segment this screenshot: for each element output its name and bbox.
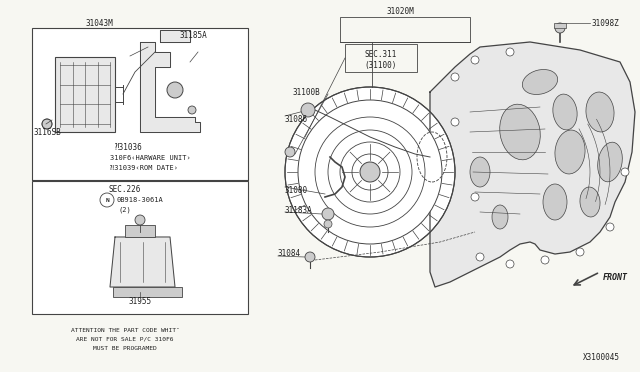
Circle shape (606, 223, 614, 231)
Bar (125, 225, 155, 237)
Ellipse shape (543, 184, 567, 220)
Text: 0B918-3061A: 0B918-3061A (116, 197, 163, 203)
Circle shape (42, 119, 52, 129)
Text: ⁈31036: ⁈31036 (115, 142, 143, 151)
Ellipse shape (580, 187, 600, 217)
Text: X3100045: X3100045 (583, 353, 620, 362)
Text: MUST BE PROGRAMED: MUST BE PROGRAMED (93, 346, 157, 350)
Text: 31080: 31080 (285, 186, 308, 195)
Circle shape (471, 193, 479, 201)
Circle shape (555, 23, 565, 33)
Text: ⁈31039‹ROM DATE›: ⁈31039‹ROM DATE› (110, 165, 178, 171)
Ellipse shape (553, 94, 577, 130)
Text: 31100B: 31100B (293, 87, 321, 96)
Bar (345, 44, 417, 72)
Circle shape (451, 118, 459, 126)
Bar (55, 57, 115, 132)
Polygon shape (430, 42, 635, 287)
Circle shape (471, 56, 479, 64)
Circle shape (305, 252, 315, 262)
Text: SEC.226: SEC.226 (109, 185, 141, 193)
Ellipse shape (470, 157, 490, 187)
Ellipse shape (598, 142, 622, 182)
Text: 31955: 31955 (129, 298, 152, 307)
Ellipse shape (492, 205, 508, 229)
Circle shape (285, 87, 455, 257)
Text: (2): (2) (118, 207, 131, 213)
Circle shape (285, 147, 295, 157)
Ellipse shape (555, 130, 585, 174)
Polygon shape (160, 30, 190, 42)
Circle shape (135, 215, 145, 225)
Text: 31020M: 31020M (386, 6, 414, 16)
Text: 31084: 31084 (278, 250, 301, 259)
Text: 31098Z: 31098Z (592, 19, 620, 28)
Bar (32, 28, 248, 180)
Text: 31086: 31086 (285, 115, 308, 124)
Circle shape (541, 256, 549, 264)
Bar (32, 181, 248, 314)
Ellipse shape (500, 104, 540, 160)
Circle shape (188, 106, 196, 114)
Text: 31183A: 31183A (285, 205, 313, 215)
Text: FRONT: FRONT (603, 273, 628, 282)
Circle shape (451, 73, 459, 81)
Bar (113, 287, 182, 297)
Text: ATTENTION THE PART CODE WHIT″: ATTENTION THE PART CODE WHIT″ (70, 327, 179, 333)
Text: N: N (105, 198, 109, 202)
Text: ARE NOT FOR SALE P/C 310F6: ARE NOT FOR SALE P/C 310F6 (76, 337, 173, 341)
Polygon shape (140, 42, 200, 132)
Text: SEC.311: SEC.311 (365, 49, 397, 58)
Text: 31185A: 31185A (180, 31, 208, 39)
Circle shape (506, 48, 514, 56)
Circle shape (360, 162, 380, 182)
Circle shape (167, 82, 183, 98)
Bar (340, 17, 470, 42)
Circle shape (100, 193, 114, 207)
Text: 31043M: 31043M (85, 19, 113, 28)
Ellipse shape (522, 70, 557, 94)
Circle shape (476, 253, 484, 261)
Bar (554, 23, 566, 28)
Text: 3116SB: 3116SB (33, 128, 61, 137)
Circle shape (324, 220, 332, 228)
Text: (31100): (31100) (365, 61, 397, 70)
Circle shape (506, 260, 514, 268)
Circle shape (576, 248, 584, 256)
Circle shape (301, 103, 315, 117)
Circle shape (298, 100, 442, 244)
Polygon shape (110, 237, 175, 287)
Text: 310F6‹HARWARE UNIT›: 310F6‹HARWARE UNIT› (110, 155, 191, 161)
Circle shape (621, 168, 629, 176)
Circle shape (322, 208, 334, 220)
Ellipse shape (586, 92, 614, 132)
